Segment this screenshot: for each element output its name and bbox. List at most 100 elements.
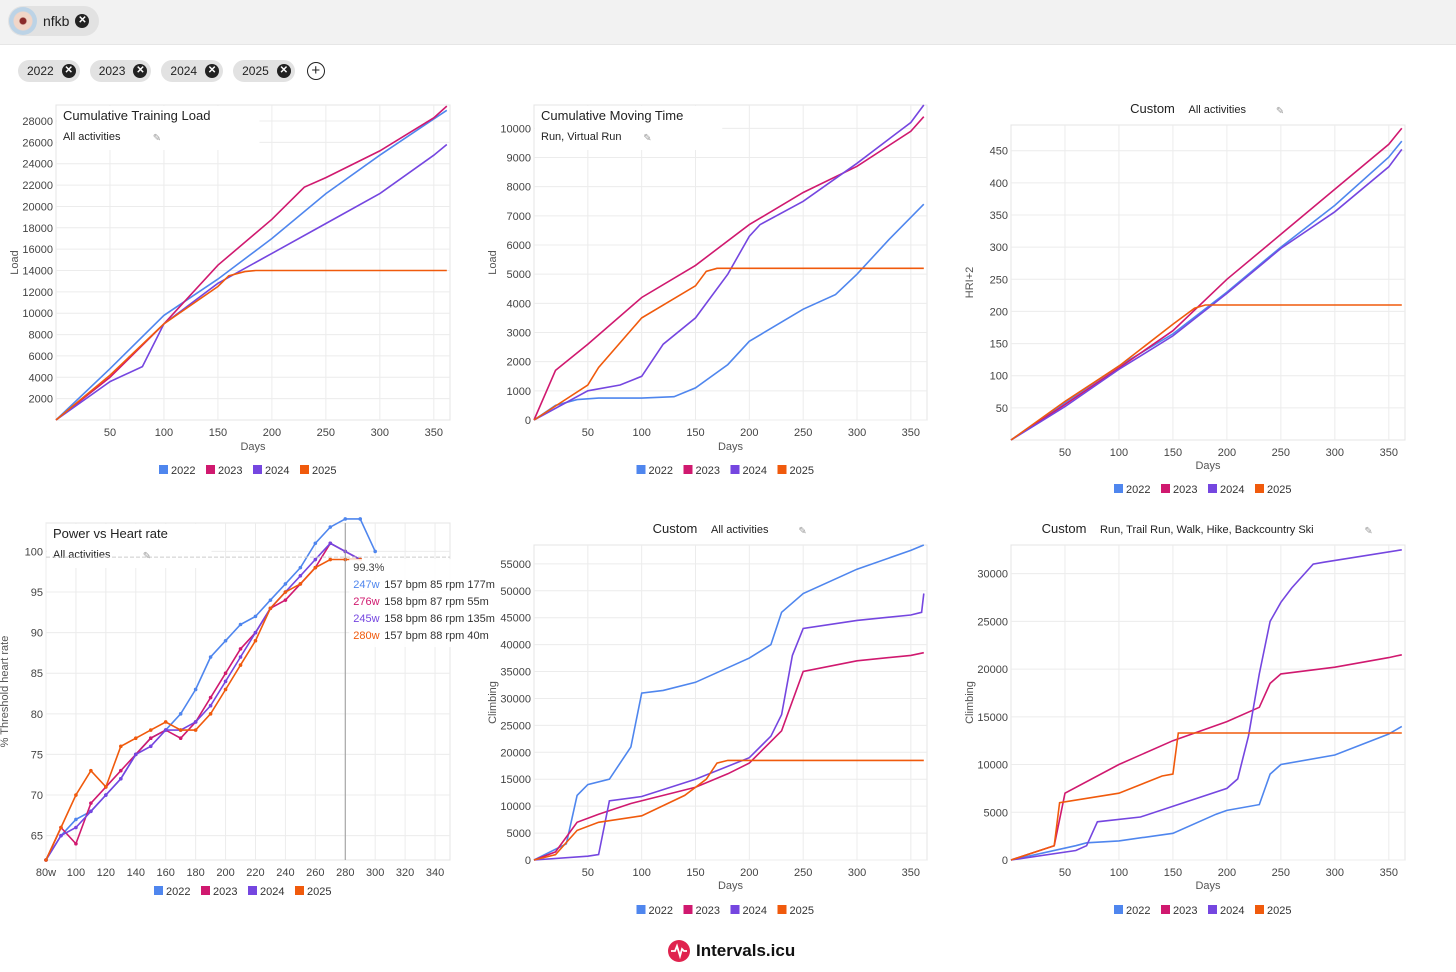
year-chip-2024[interactable]: 2024 ✕ — [161, 60, 224, 82]
legend-swatch-2022 — [636, 905, 646, 914]
remove-year-icon[interactable]: ✕ — [205, 64, 220, 78]
y-tick-label: 55000 — [500, 559, 531, 571]
series-line-2022 — [533, 544, 925, 861]
y-tick-label: 65 — [31, 831, 43, 843]
legend-swatch-2022 — [154, 886, 163, 895]
data-point-2023 — [89, 801, 93, 805]
x-axis-label: Days — [240, 441, 266, 453]
remove-year-icon[interactable]: ✕ — [133, 64, 148, 78]
brand[interactable]: Intervals.icu — [668, 940, 795, 962]
chart-custom-hri[interactable]: 50 100 150 200 250 300 350 400 450 50 100 150 200 250… — [960, 95, 1456, 515]
y-tick-label: 30000 — [977, 569, 1008, 581]
data-point-2023 — [119, 768, 123, 773]
remove-year-icon[interactable]: ✕ — [61, 64, 76, 78]
series-line-2024 — [1010, 549, 1402, 861]
data-point-2025 — [223, 687, 228, 692]
x-tick-label: 120 — [97, 867, 115, 879]
data-point-2022 — [298, 565, 303, 570]
y-axis-label: HRI+2 — [964, 267, 976, 299]
remove-athlete-icon[interactable]: ✕ — [75, 14, 90, 28]
remove-year-icon[interactable]: ✕ — [276, 64, 291, 78]
y-tick-label: 25000 — [977, 616, 1008, 628]
legend-swatch-2025 — [1255, 905, 1264, 914]
x-tick-label: 220 — [246, 867, 264, 879]
data-point-2025 — [298, 582, 303, 586]
legend-label-2022: 2022 — [171, 465, 195, 477]
y-tick-label: 20000 — [977, 664, 1008, 676]
data-point-2023 — [208, 695, 213, 700]
y-axis-label: Climbing — [964, 681, 976, 724]
year-chip-2023[interactable]: 2023 ✕ — [89, 60, 152, 82]
edit-pencil-icon: ✎ — [153, 133, 161, 144]
edit-pencil-icon: ✎ — [798, 526, 806, 537]
chart-cumulative-moving-time[interactable]: 0 1000 2000 3000 4000 5000 6000 7000 8000 9000 100… — [480, 95, 960, 495]
chart-title: Custom — [1042, 521, 1087, 536]
y-tick-label: 35000 — [500, 667, 531, 679]
chart-title: Custom — [653, 521, 698, 536]
x-tick-label: 300 — [1326, 867, 1344, 879]
y-tick-label: 95 — [31, 587, 43, 599]
series-line-2023 — [533, 651, 924, 861]
legend-swatch-2023 — [1161, 905, 1170, 914]
add-year-icon[interactable]: + — [306, 62, 325, 80]
legend-swatch-2022 — [1114, 484, 1123, 493]
legend-label-2022: 2022 — [166, 886, 190, 898]
y-tick-label: 2000 — [507, 357, 531, 369]
y-tick-label: 2000 — [29, 394, 53, 406]
y-tick-label: 4000 — [29, 372, 53, 384]
data-point-2022 — [358, 517, 363, 521]
chart-power-vs-heart-rate[interactable]: 65 70 75 80 85 90 95 100 80w 100 120 140 160 180 200 22… — [0, 515, 500, 915]
chart-custom-climbing[interactable]: 0 5000 10000 15000 20000 25000 30000 35000 40000… — [480, 515, 960, 935]
legend-swatch-2025 — [300, 465, 309, 474]
y-tick-label: 80 — [31, 709, 43, 721]
legend-swatch-2024 — [248, 886, 257, 895]
edit-pencil-icon: ✎ — [1364, 526, 1372, 537]
chart-title: Custom — [1130, 101, 1175, 116]
x-tick-label: 250 — [1272, 447, 1290, 459]
series-line-2024 — [533, 593, 925, 861]
data-point-2022 — [208, 655, 213, 659]
data-point-2024 — [133, 752, 138, 757]
x-axis-label: Days — [1195, 880, 1221, 892]
data-point-2022 — [238, 622, 243, 627]
data-point-2024 — [74, 825, 78, 830]
x-tick-label: 50 — [1059, 867, 1071, 879]
data-point-2025 — [119, 744, 123, 749]
chart-subtitle: Run, Trail Run, Walk, Hike, Backcountry … — [1100, 524, 1314, 536]
y-tick-label: 350 — [990, 210, 1008, 222]
x-tick-label: 300 — [371, 427, 389, 439]
chart-subtitle: All activities — [1189, 104, 1247, 116]
y-axis-label: Load — [9, 250, 21, 274]
y-tick-label: 30000 — [500, 693, 531, 705]
legend-swatch-2023 — [683, 465, 693, 474]
data-point-2024 — [313, 557, 318, 562]
intervals-logo-icon — [668, 940, 690, 962]
year-chip-2025[interactable]: 2025 ✕ — [233, 60, 295, 82]
y-tick-label: 12000 — [22, 287, 53, 299]
legend-label-2025: 2025 — [1267, 484, 1291, 496]
data-point-2023 — [238, 647, 243, 651]
chart-subtitle: Run, Virtual Run — [541, 131, 622, 143]
year-chip-2022[interactable]: 2022 ✕ — [18, 60, 80, 82]
x-tick-label: 50 — [582, 427, 594, 439]
data-point-2025 — [44, 858, 48, 862]
y-tick-label: 0 — [525, 415, 531, 427]
chart-title: Cumulative Moving Time — [541, 108, 683, 123]
x-tick-label: 260 — [306, 867, 324, 879]
legend-label-2025: 2025 — [790, 905, 814, 917]
x-tick-label: 320 — [396, 867, 414, 879]
legend-label-2024: 2024 — [1220, 905, 1244, 917]
y-tick-label: 28000 — [22, 116, 53, 128]
data-point-2025 — [178, 728, 183, 732]
series-line-2025 — [1010, 732, 1402, 861]
tooltip-watts-2024: 245w — [353, 613, 379, 625]
x-tick-label: 200 — [216, 867, 234, 879]
x-tick-label: 250 — [794, 427, 812, 439]
athlete-chip[interactable]: nfkb ✕ — [8, 6, 100, 36]
tooltip-watts-2022: 247w — [353, 579, 379, 591]
data-point-2024 — [119, 776, 123, 781]
y-tick-label: 40000 — [500, 640, 531, 652]
chart-cumulative-training-load[interactable]: 2000 4000 6000 8000 10000 12000 14000 16000 1800… — [0, 95, 480, 495]
chart-custom-climbing-run[interactable]: 0 5000 10000 15000 20000 25000 30000 50 100 150 20… — [960, 515, 1456, 935]
x-tick-label: 200 — [740, 867, 758, 879]
